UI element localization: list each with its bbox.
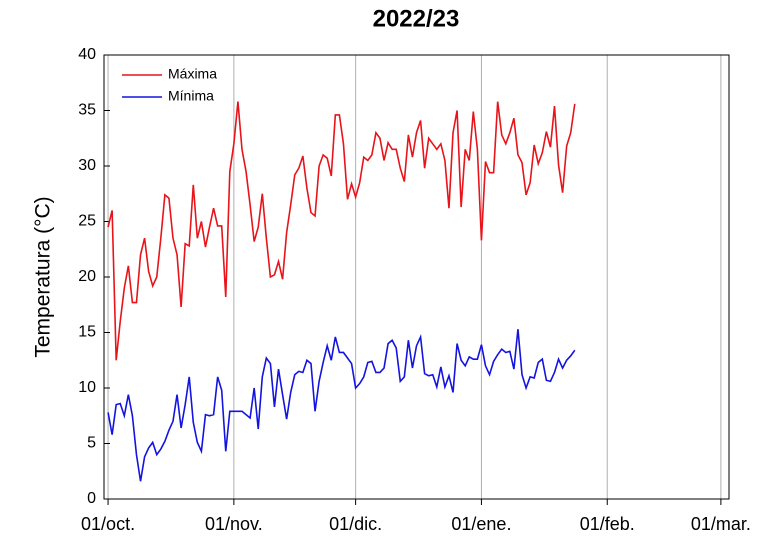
x-tick-label: 01/feb. (580, 514, 635, 534)
y-tick-label: 10 (78, 379, 96, 396)
y-tick-label: 35 (78, 102, 96, 119)
y-tick-label: 30 (78, 157, 96, 174)
y-axis-label: Temperatura (°C) (32, 196, 55, 357)
plot-frame (103, 54, 730, 500)
x-tick-label: 01/mar. (691, 514, 751, 534)
legend-label: Mínima (168, 88, 214, 104)
series-line (107, 101, 576, 361)
x-tick-label: 01/ene. (451, 514, 511, 534)
y-tick-label: 5 (87, 435, 96, 452)
x-tick-label: 01/nov. (205, 514, 263, 534)
series-line (107, 329, 576, 482)
y-tick-label: 20 (78, 268, 96, 285)
y-tick-label: 0 (87, 490, 96, 507)
y-tick-label: 15 (78, 324, 96, 341)
y-tick-label: 25 (78, 213, 96, 230)
legend-label: Máxima (168, 66, 217, 82)
x-tick-label: 01/oct. (81, 514, 135, 534)
y-tick-label: 40 (78, 46, 96, 63)
chart-title: 2022/23 (373, 5, 460, 32)
x-tick-label: 01/dic. (329, 514, 382, 534)
